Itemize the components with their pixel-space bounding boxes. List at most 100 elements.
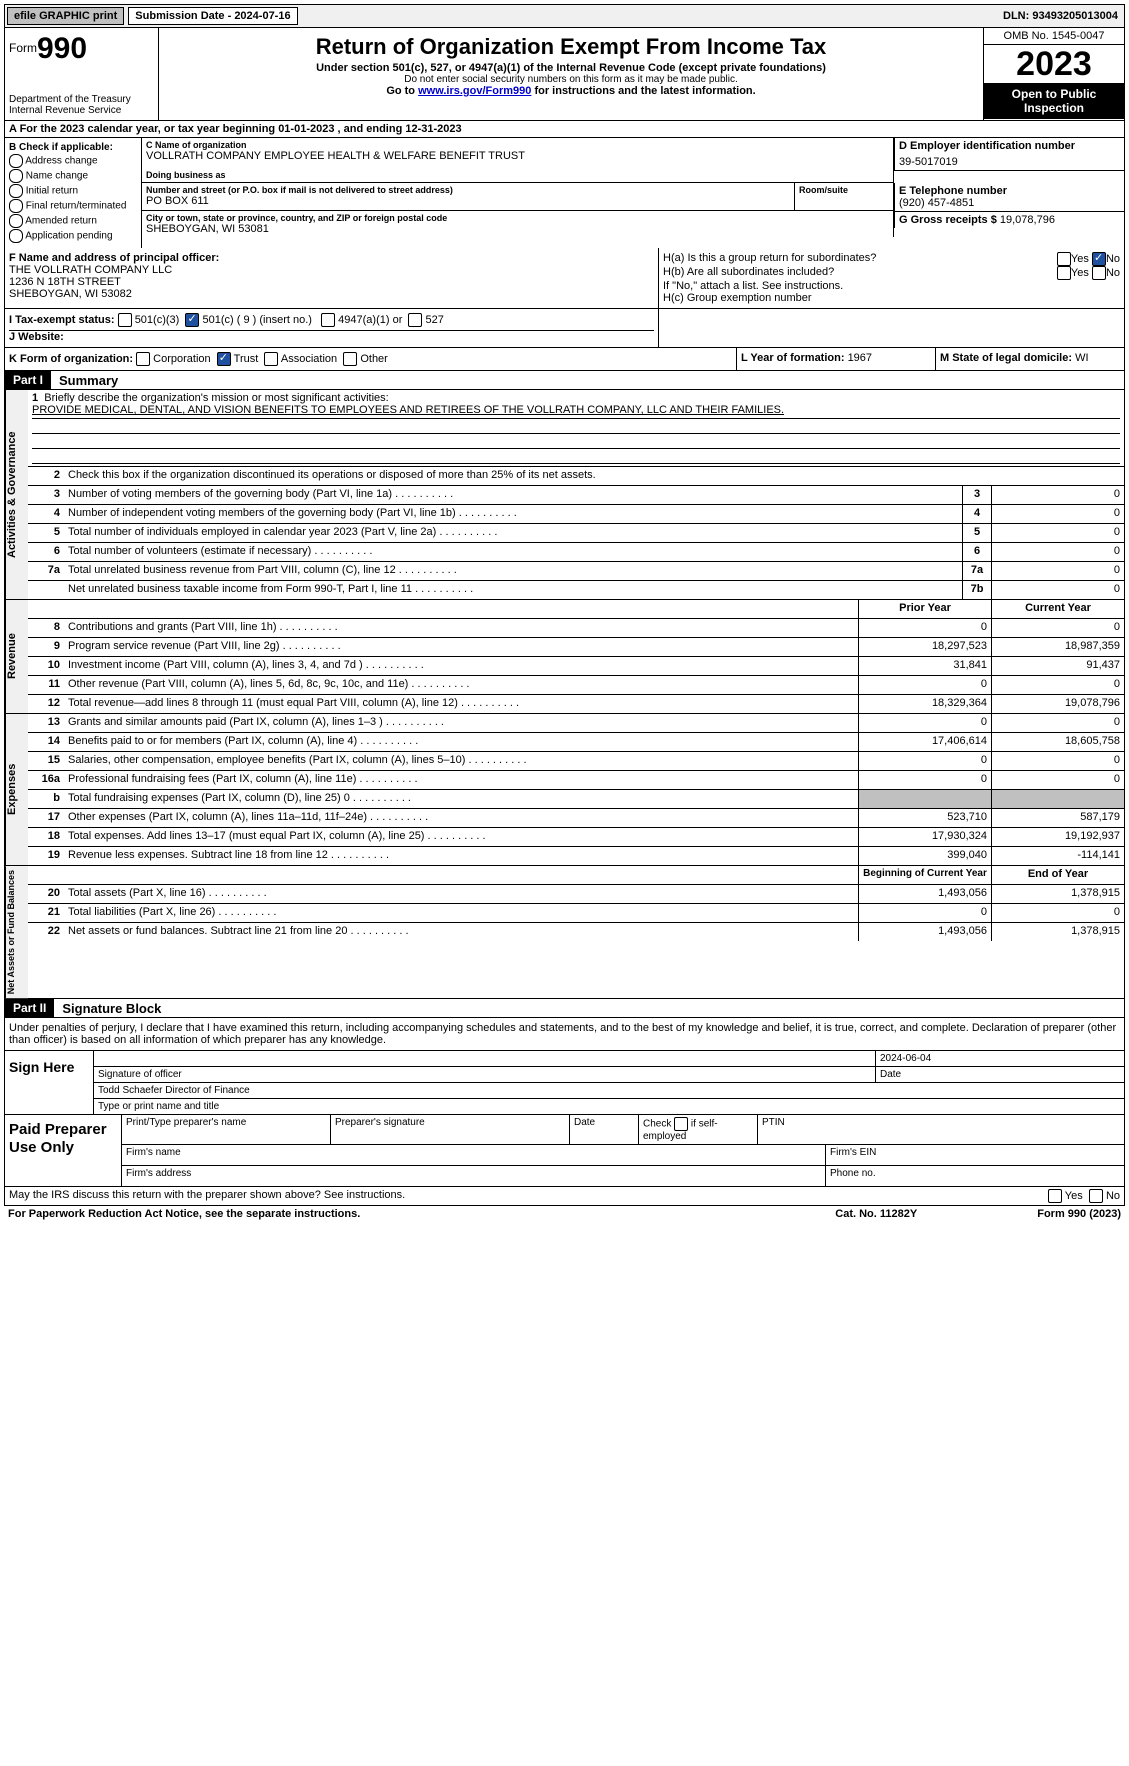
rev-line-9: 9Program service revenue (Part VIII, lin… — [28, 638, 1124, 657]
chk-ha-no[interactable] — [1092, 252, 1106, 266]
city-label: City or town, state or province, country… — [146, 213, 889, 223]
efile-print-button[interactable]: efile GRAPHIC print — [7, 7, 124, 25]
gross-receipts-label: G Gross receipts $ — [899, 214, 1000, 226]
open-to-public: Open to Public Inspection — [984, 83, 1124, 119]
chk-discuss-yes[interactable] — [1048, 1189, 1062, 1203]
section-f: F Name and address of principal officer:… — [5, 248, 659, 308]
header-right: OMB No. 1545-0047 2023 Open to Public In… — [983, 28, 1124, 120]
chk-app-pending[interactable] — [9, 229, 23, 243]
sign-here-label: Sign Here — [5, 1051, 94, 1114]
chk-final-return[interactable] — [9, 199, 23, 213]
goto-suffix: for instructions and the latest informat… — [531, 85, 755, 97]
part2-header-row: Part II Signature Block — [4, 999, 1125, 1018]
chk-other[interactable] — [343, 352, 357, 366]
section-i-label: I Tax-exempt status: — [9, 314, 115, 326]
ein-label: D Employer identification number — [899, 140, 1120, 152]
tax-status-row: I Tax-exempt status: 501(c)(3) 501(c) ( … — [4, 309, 1125, 348]
name-title-label: Type or print name and title — [94, 1099, 1124, 1114]
na-line-20: 20Total assets (Part X, line 16)1,493,05… — [28, 885, 1124, 904]
gov-line-6: 6Total number of volunteers (estimate if… — [28, 543, 1124, 562]
section-b-label: B Check if applicable: — [9, 142, 113, 153]
section-m-label: M State of legal domicile: — [940, 352, 1075, 364]
ein: 39-5017019 — [899, 156, 958, 168]
prep-name-header: Print/Type preparer's name — [122, 1115, 331, 1144]
prior-year-header: Prior Year — [858, 600, 991, 618]
irs-link[interactable]: www.irs.gov/Form990 — [418, 85, 531, 97]
chk-527[interactable] — [408, 313, 422, 327]
firm-addr-label: Firm's address — [122, 1166, 826, 1186]
prep-date-header: Date — [570, 1115, 639, 1144]
form-subtitle: Under section 501(c), 527, or 4947(a)(1)… — [163, 62, 979, 74]
rev-line-10: 10Investment income (Part VIII, column (… — [28, 657, 1124, 676]
chk-self-employed[interactable] — [674, 1117, 688, 1131]
org-form-row: K Form of organization: Corporation Trus… — [4, 348, 1125, 371]
expenses-section: Expenses 13Grants and similar amounts pa… — [4, 714, 1125, 866]
year-formation: 1967 — [848, 352, 872, 364]
cat-no: Cat. No. 11282Y — [835, 1208, 917, 1220]
chk-corp[interactable] — [136, 352, 150, 366]
chk-501c[interactable] — [185, 313, 199, 327]
org-name-label: C Name of organization — [146, 140, 889, 150]
exp-line-19: 19Revenue less expenses. Subtract line 1… — [28, 847, 1124, 865]
city-state-zip: SHEBOYGAN, WI 53081 — [146, 223, 269, 235]
mission-block: 1 Briefly describe the organization's mi… — [28, 390, 1124, 467]
gov-line-7b: Net unrelated business taxable income fr… — [28, 581, 1124, 599]
officer-name: Todd Schaefer Director of Finance — [94, 1083, 1124, 1098]
date-label: Date — [876, 1067, 1124, 1082]
phone-label: Phone no. — [826, 1166, 1124, 1186]
exp-line-13: 13Grants and similar amounts paid (Part … — [28, 714, 1124, 733]
chk-name-change[interactable] — [9, 169, 23, 183]
entity-block: B Check if applicable: Address change Na… — [4, 138, 1125, 248]
gov-line-4: 4Number of independent voting members of… — [28, 505, 1124, 524]
section-h: H(a) Is this a group return for subordin… — [659, 248, 1124, 308]
part2-title: Signature Block — [54, 1001, 161, 1016]
mission-line3 — [32, 434, 1120, 449]
na-line-21: 21Total liabilities (Part X, line 26)00 — [28, 904, 1124, 923]
form-footer: Form 990 (2023) — [1037, 1208, 1121, 1220]
perjury-statement: Under penalties of perjury, I declare th… — [4, 1018, 1125, 1051]
section-b: B Check if applicable: Address change Na… — [5, 138, 142, 248]
hb-note: If "No," attach a list. See instructions… — [663, 280, 1120, 292]
chk-4947[interactable] — [321, 313, 335, 327]
revenue-section: Revenue Prior Year Current Year 8Contrib… — [4, 600, 1125, 714]
chk-discuss-no[interactable] — [1089, 1189, 1103, 1203]
chk-hb-yes[interactable] — [1057, 266, 1071, 280]
gov-line-7a: 7aTotal unrelated business revenue from … — [28, 562, 1124, 581]
current-year-header: Current Year — [991, 600, 1124, 618]
chk-501c3[interactable] — [118, 313, 132, 327]
exp-line-15: 15Salaries, other compensation, employee… — [28, 752, 1124, 771]
state-domicile: WI — [1075, 352, 1088, 364]
section-c: C Name of organization VOLLRATH COMPANY … — [142, 138, 1124, 248]
mission-line2 — [32, 419, 1120, 434]
form-title: Return of Organization Exempt From Incom… — [163, 34, 979, 60]
chk-address-change[interactable] — [9, 154, 23, 168]
exp-line-18: 18Total expenses. Add lines 13–17 (must … — [28, 828, 1124, 847]
section-l-label: L Year of formation: — [741, 352, 848, 364]
form-prefix: Form — [9, 41, 37, 55]
rev-line-12: 12Total revenue—add lines 8 through 11 (… — [28, 695, 1124, 713]
page-footer: For Paperwork Reduction Act Notice, see … — [4, 1206, 1125, 1222]
chk-hb-no[interactable] — [1092, 266, 1106, 280]
chk-assoc[interactable] — [264, 352, 278, 366]
governance-section: Activities & Governance 1 Briefly descri… — [4, 390, 1125, 600]
exp-line-b: bTotal fundraising expenses (Part IX, co… — [28, 790, 1124, 809]
chk-initial-return[interactable] — [9, 184, 23, 198]
gov-line-5: 5Total number of individuals employed in… — [28, 524, 1124, 543]
room-label: Room/suite — [799, 185, 889, 195]
section-j-label: J Website: — [9, 331, 64, 343]
chk-amended[interactable] — [9, 214, 23, 228]
chk-ha-yes[interactable] — [1057, 252, 1071, 266]
part2-badge: Part II — [5, 999, 54, 1017]
address: PO BOX 611 — [146, 195, 209, 207]
chk-trust[interactable] — [217, 352, 231, 366]
paid-preparer-block: Paid Preparer Use Only Print/Type prepar… — [4, 1115, 1125, 1187]
officer-line1: THE VOLLRATH COMPANY LLC — [9, 264, 172, 276]
form-header: Form990 Department of the Treasury Inter… — [4, 28, 1125, 121]
omb-number: OMB No. 1545-0047 — [984, 28, 1124, 45]
part1-header-row: Part I Summary — [4, 371, 1125, 390]
firm-ein-label: Firm's EIN — [826, 1145, 1124, 1165]
phone-label: E Telephone number — [899, 185, 1120, 197]
sig-officer-label: Signature of officer — [94, 1067, 876, 1082]
goto-prefix: Go to — [386, 85, 418, 97]
ha-label: H(a) Is this a group return for subordin… — [663, 252, 876, 266]
